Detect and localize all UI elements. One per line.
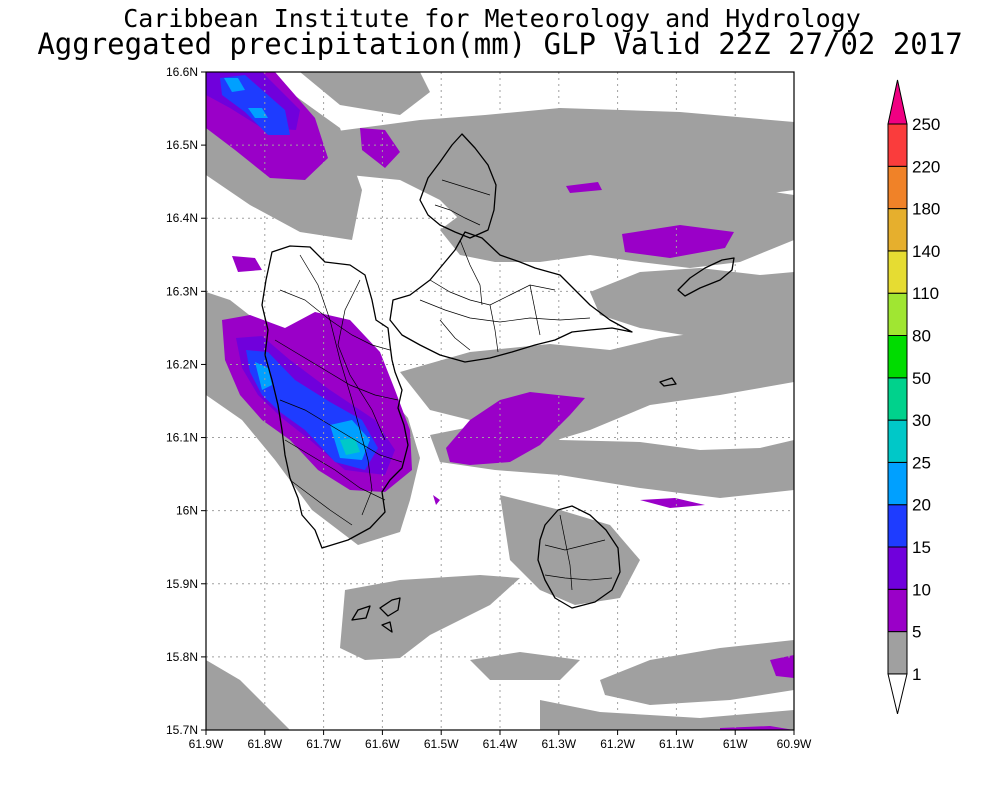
lat-tick-label: 15.9N: [166, 577, 198, 591]
colorbar-label: 140: [912, 242, 940, 261]
lat-tick-label: 16.1N: [166, 431, 198, 445]
colorbar-segment: [887, 419, 908, 463]
lon-tick-label: 61.5W: [424, 737, 459, 751]
marie-galante-coast: [537, 505, 621, 609]
basse-terre-coast: [261, 245, 409, 549]
precip-25-30mm: [340, 438, 360, 455]
colorbar-label: 15: [912, 538, 931, 557]
lat-tick-label: 16.6N: [166, 65, 198, 79]
grande-terre-north: [419, 133, 497, 239]
colorbar-label: 220: [912, 157, 940, 176]
colorbar-segment: [887, 335, 908, 379]
colorbar-label: 10: [912, 580, 931, 599]
petite-terre-coast: [659, 377, 677, 387]
lat-tick-label: 16.4N: [166, 211, 198, 225]
axis-ticks: 16.6N 16.5N 16.4N 16.3N 16.2N 16.1N 16N 15.9N 15…: [166, 65, 812, 751]
lon-tick-label: 61W: [723, 737, 748, 751]
colorbar-label: 25: [912, 453, 931, 472]
colorbar-label: 1: [912, 665, 921, 684]
lon-tick-label: 61.2W: [600, 737, 635, 751]
lat-tick-label: 15.7N: [166, 723, 198, 737]
colorbar-segment: [887, 546, 908, 590]
lon-tick-label: 61.6W: [365, 737, 400, 751]
colorbar-segment: [887, 377, 908, 421]
coastlines: [261, 133, 735, 633]
lon-tick-label: 61.3W: [541, 737, 576, 751]
lon-tick-label: 61.9W: [189, 737, 224, 751]
lon-tick-label: 61.7W: [306, 737, 341, 751]
colorbar-segment: [887, 250, 908, 294]
colorbar-max-triangle: [887, 79, 908, 125]
colorbar-min-triangle: [887, 673, 908, 715]
colorbar-label: 250: [912, 115, 940, 134]
colorbar-label: 30: [912, 411, 931, 430]
les-saintes-coast: [351, 597, 401, 633]
colorbar-segment: [887, 292, 908, 337]
precip-field: [206, 72, 794, 730]
lat-tick-label: 16.3N: [166, 284, 198, 298]
colorbar-label: 80: [912, 327, 931, 346]
colorbar-segment: [887, 461, 908, 506]
colorbar-segment: [887, 504, 908, 548]
lon-tick-label: 61.4W: [483, 737, 518, 751]
map-title: Aggregated precipitation(mm) GLP Valid 2…: [37, 27, 963, 61]
colorbar-segment: [887, 208, 908, 252]
colorbar-segment: [887, 165, 908, 210]
map-grid: [206, 72, 794, 730]
lon-tick-label: 60.9W: [777, 737, 812, 751]
colorbar-label: 20: [912, 496, 931, 515]
colorbar-label: 50: [912, 369, 931, 388]
lon-tick-label: 61.8W: [247, 737, 282, 751]
colorbar-label: 180: [912, 200, 940, 219]
lat-tick-label: 16.5N: [166, 138, 198, 152]
grande-terre-coast: [389, 231, 633, 363]
lon-tick-label: 61.1W: [659, 737, 694, 751]
lat-tick-label: 15.8N: [166, 650, 198, 664]
commune-boundaries: [274, 179, 613, 591]
lat-tick-label: 16N: [176, 504, 198, 518]
colorbar-segment: [887, 123, 908, 167]
colorbar-label: 110: [912, 284, 939, 303]
la-desirade-coast: [677, 257, 735, 297]
colorbar-segment: [887, 588, 908, 633]
institute-title: Caribbean Institute for Meteorology and …: [123, 4, 861, 33]
colorbar-label: 5: [912, 623, 921, 642]
lat-tick-label: 16.2N: [166, 357, 198, 371]
colorbar-segment: [887, 631, 908, 675]
